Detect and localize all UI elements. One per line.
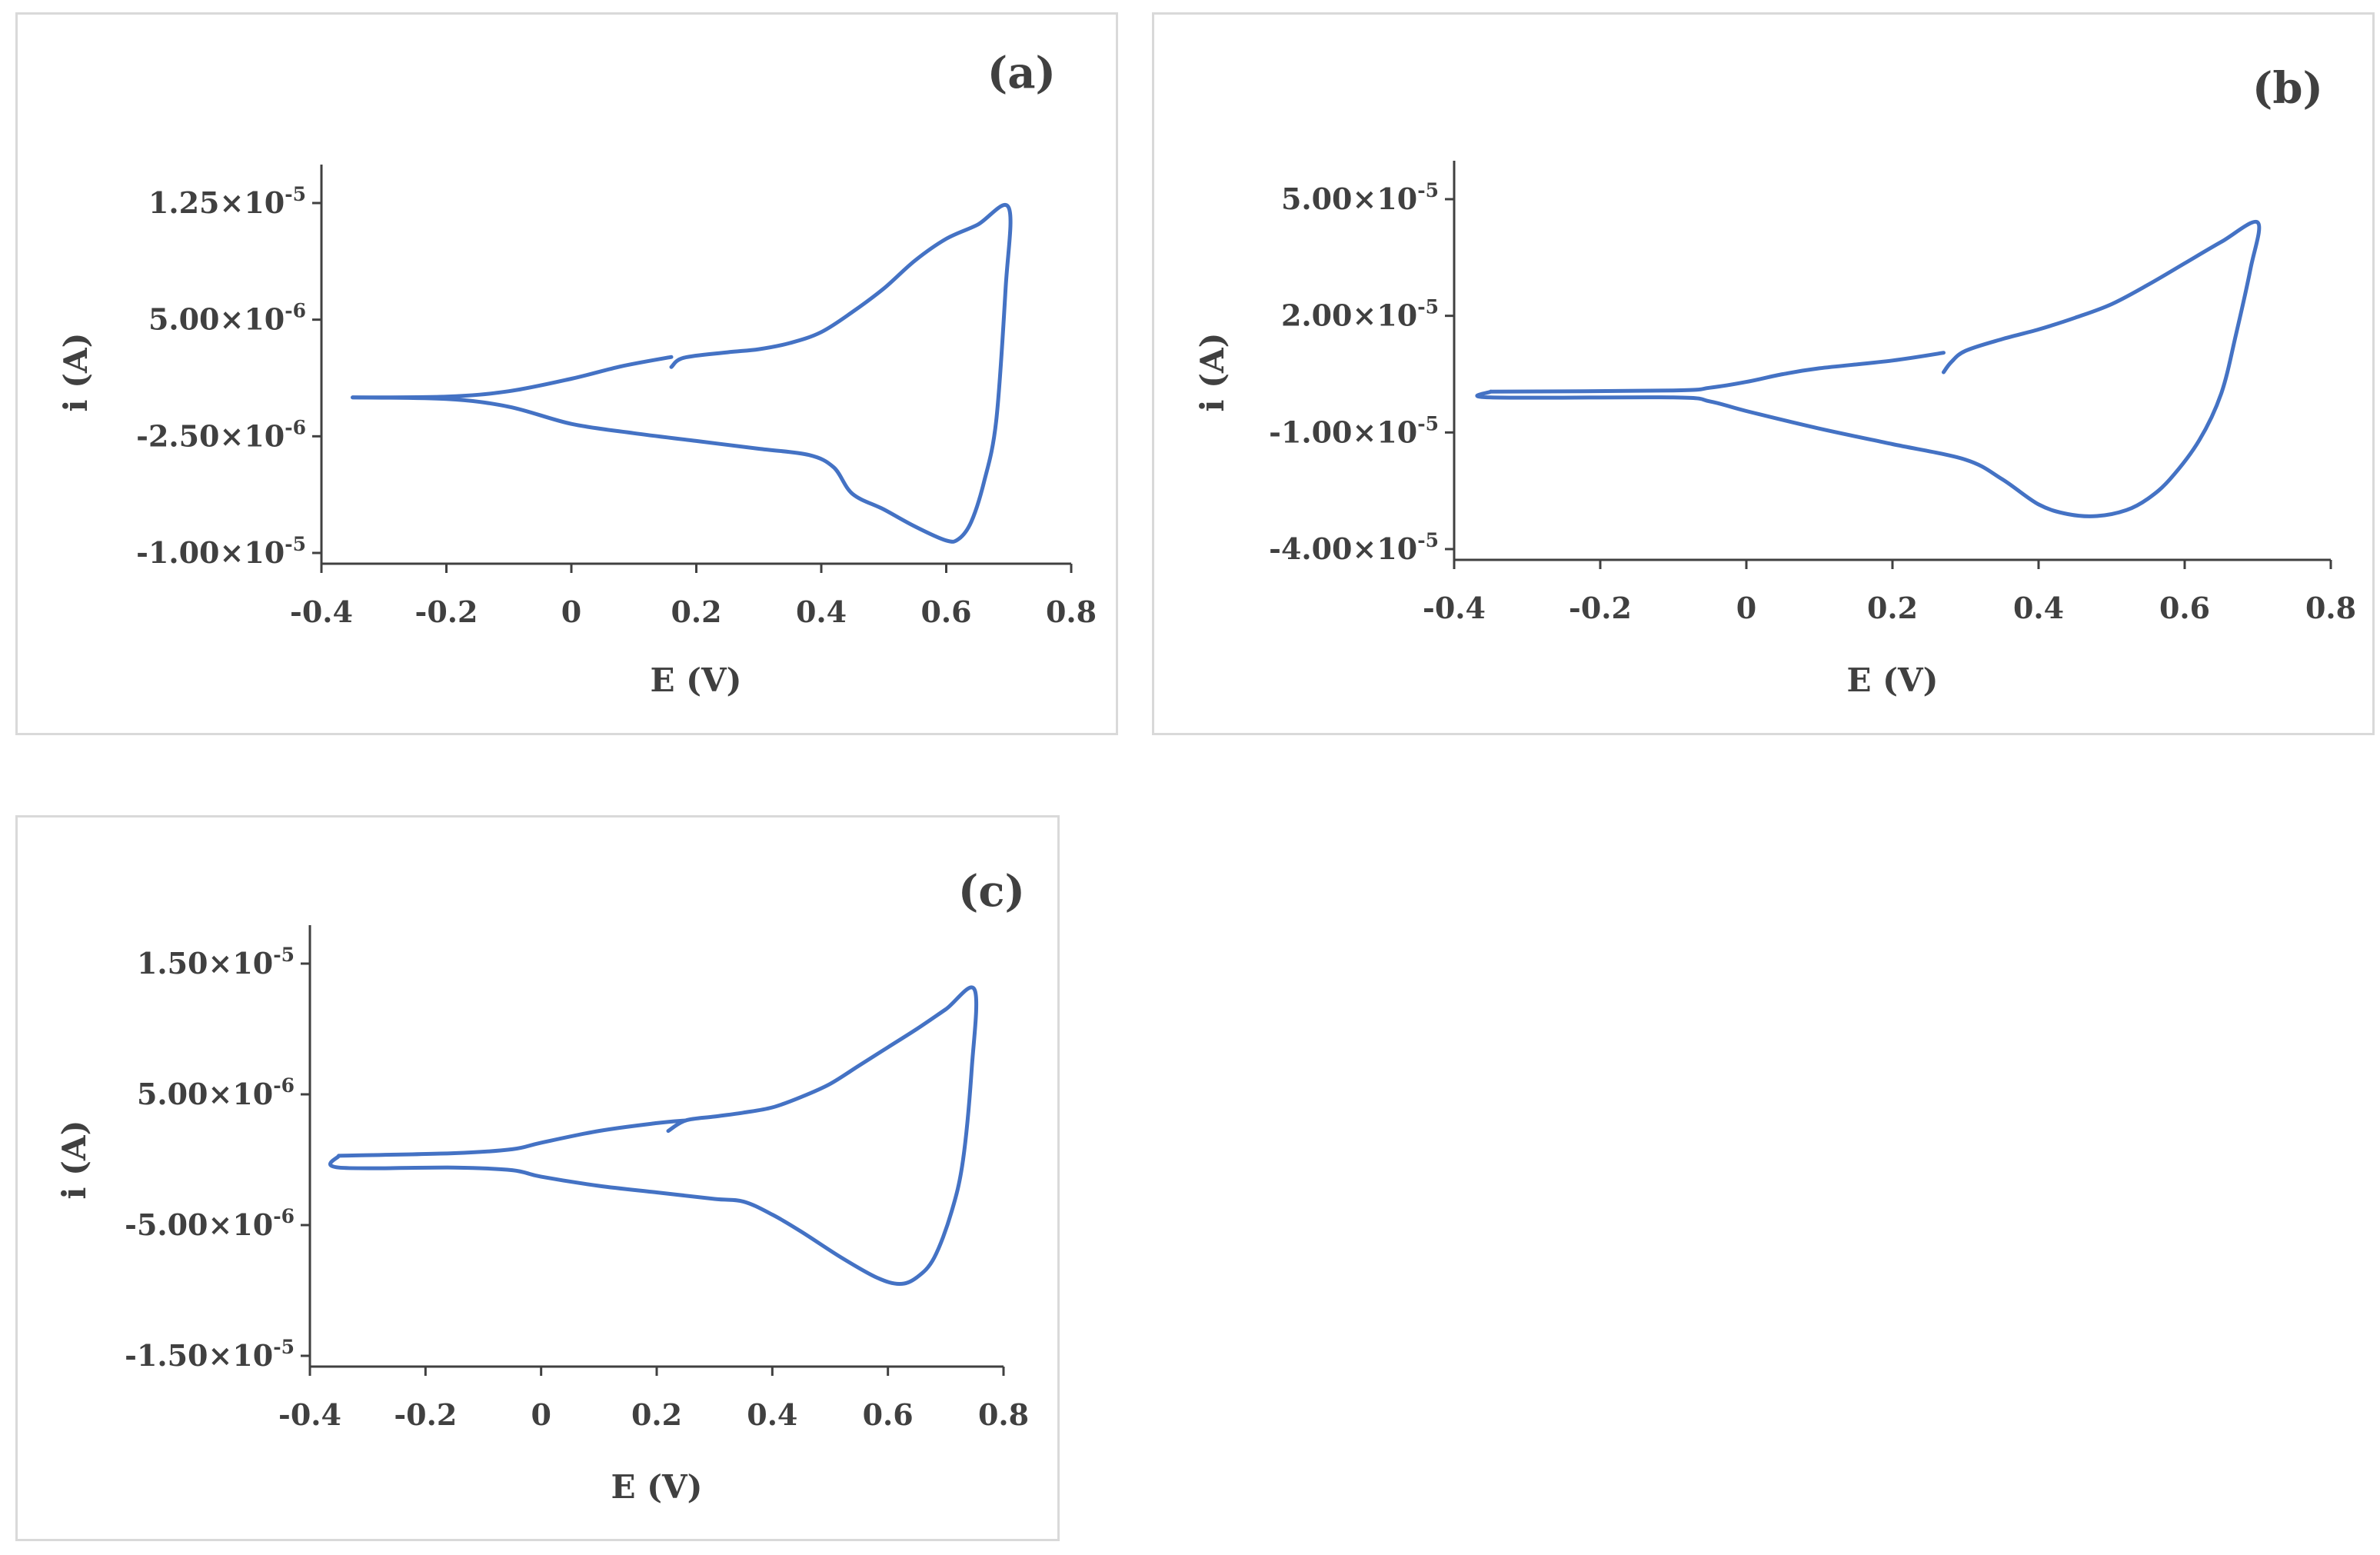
x-tick-label-b-1: -0.2 <box>1569 591 1632 625</box>
y-tick-label-a-0: 1.25×10-5 <box>148 183 306 220</box>
chart-a-svg: -0.4 -0.2 0 0.2 0.4 0.6 0.8 1.25×10-5 5.00×10-6 -… <box>57 48 1097 699</box>
x-tick-label-c-3: 0.2 <box>631 1397 682 1432</box>
y-tick-label-b-3: -4.00×10-5 <box>1269 529 1439 566</box>
x-tick-label-a-1: -0.2 <box>415 594 478 629</box>
x-axis-title-b: E (V) <box>1847 661 1939 699</box>
x-tick-label-b-5: 0.6 <box>2159 591 2210 625</box>
x-axis-title-a: E (V) <box>651 661 742 699</box>
series-line-c-1 <box>328 985 979 1286</box>
chart-panel-b: -0.4 -0.2 0 0.2 0.4 0.6 0.8 5.00×10-5 2.00×10-5 -… <box>1152 12 2375 735</box>
y-tick-label-b-2: -1.00×10-5 <box>1269 412 1439 449</box>
y-axis-title-b: i (A) <box>1193 333 1231 412</box>
y-tick-label-a-1: 5.00×10-6 <box>148 300 306 337</box>
y-tick-label-b-0: 5.00×10-5 <box>1281 179 1439 216</box>
y-tick-label-a-3: -1.00×10-5 <box>136 533 306 570</box>
panel-label-c: (c) <box>958 866 1025 917</box>
x-tick-label-b-4: 0.4 <box>2013 591 2064 625</box>
x-tick-label-a-0: -0.4 <box>290 594 353 629</box>
chart-panel-a: -0.4 -0.2 0 0.2 0.4 0.6 0.8 1.25×10-5 5.00×10-6 -… <box>15 12 1118 735</box>
series-line-b-0 <box>1489 351 1946 394</box>
series-line-c-0 <box>337 1118 688 1158</box>
x-tick-label-a-3: 0.2 <box>671 594 721 629</box>
x-tick-label-a-5: 0.6 <box>920 594 971 629</box>
x-tick-label-c-6: 0.8 <box>978 1397 1029 1432</box>
chart-b-svg: -0.4 -0.2 0 0.2 0.4 0.6 0.8 5.00×10-5 2.00×10-5 -… <box>1193 63 2356 699</box>
y-axis-title-c: i (A) <box>55 1120 93 1200</box>
panel-label-b: (b) <box>2252 63 2323 114</box>
x-tick-label-c-4: 0.4 <box>747 1397 797 1432</box>
y-tick-label-b-1: 2.00×10-5 <box>1281 296 1439 333</box>
x-tick-label-c-0: -0.4 <box>278 1397 341 1432</box>
y-tick-label-c-3: -1.50×10-5 <box>125 1336 295 1373</box>
y-tick-label-c-2: -5.00×10-6 <box>125 1205 295 1242</box>
series-line-a-1 <box>351 203 1013 544</box>
chart-panel-c: -0.4 -0.2 0 0.2 0.4 0.6 0.8 1.50×10-5 5.00×10-6 -… <box>15 815 1060 1541</box>
y-tick-label-c-0: 1.50×10-5 <box>137 944 295 981</box>
y-tick-label-c-1: 5.00×10-6 <box>137 1074 295 1111</box>
x-tick-label-a-2: 0 <box>561 594 581 629</box>
series-line-b-1 <box>1475 219 2262 518</box>
x-axis-title-c: E (V) <box>611 1468 703 1506</box>
x-tick-label-b-2: 0 <box>1736 591 1756 625</box>
chart-c-svg: -0.4 -0.2 0 0.2 0.4 0.6 0.8 1.50×10-5 5.00×10-6 -… <box>55 866 1029 1506</box>
x-tick-label-b-3: 0.2 <box>1867 591 1918 625</box>
x-tick-label-c-5: 0.6 <box>863 1397 914 1432</box>
x-tick-label-b-0: -0.4 <box>1423 591 1486 625</box>
y-tick-label-a-2: -2.50×10-6 <box>136 416 306 453</box>
x-tick-label-a-4: 0.4 <box>796 594 847 629</box>
x-tick-label-c-2: 0 <box>531 1397 551 1432</box>
panel-label-a: (a) <box>987 48 1056 98</box>
x-tick-label-a-6: 0.8 <box>1046 594 1097 629</box>
x-tick-label-b-6: 0.8 <box>2305 591 2356 625</box>
series-line-a-0 <box>351 355 674 400</box>
y-axis-title-a: i (A) <box>57 333 95 412</box>
x-tick-label-c-1: -0.2 <box>394 1397 457 1432</box>
